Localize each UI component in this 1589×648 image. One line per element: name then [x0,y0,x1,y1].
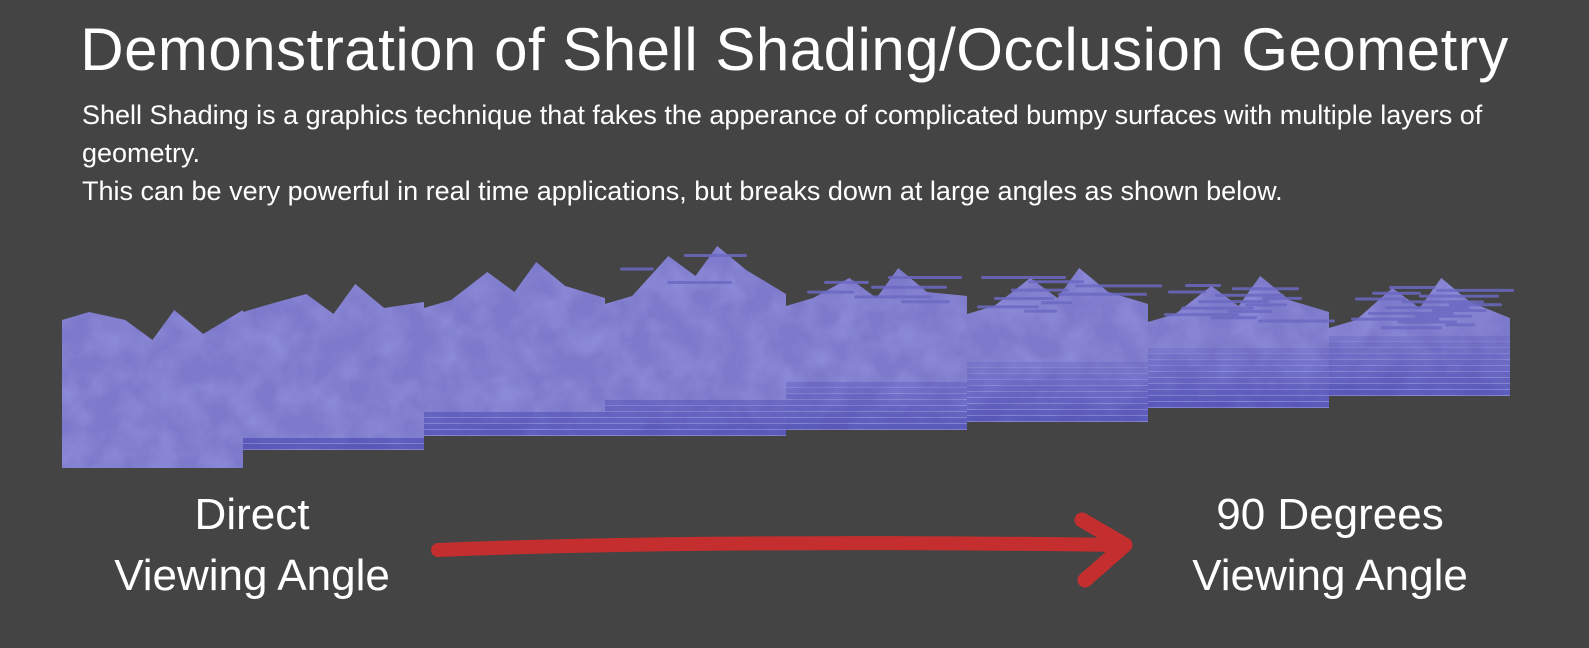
shell-panel-3 [424,262,605,436]
shell-panel-4 [605,246,786,436]
description: Shell Shading is a graphics technique th… [82,96,1522,210]
shell-panel-5 [786,268,967,430]
ninety-degree-label-line-2: Viewing Angle [1192,551,1468,600]
shell-panel-6 [967,268,1162,422]
shell-panel-2 [243,284,424,450]
description-line-2: This can be very powerful in real time a… [82,176,1283,206]
arrow-icon [431,512,1133,588]
direct-angle-label: Direct Viewing Angle [72,484,432,606]
shell-panel-1 [62,310,243,468]
shell-panel-8 [1329,278,1514,396]
description-line-1: Shell Shading is a graphics technique th… [82,100,1483,168]
ninety-degree-label-line-1: 90 Degrees [1216,490,1444,539]
shell-panel-7 [1148,276,1335,408]
ninety-degree-label: 90 Degrees Viewing Angle [1150,484,1510,606]
page-title: Demonstration of Shell Shading/Occlusion… [80,16,1509,83]
direct-angle-label-line-2: Viewing Angle [114,551,390,600]
shell-shading-strip [62,246,1514,468]
direct-angle-label-line-1: Direct [194,490,310,539]
